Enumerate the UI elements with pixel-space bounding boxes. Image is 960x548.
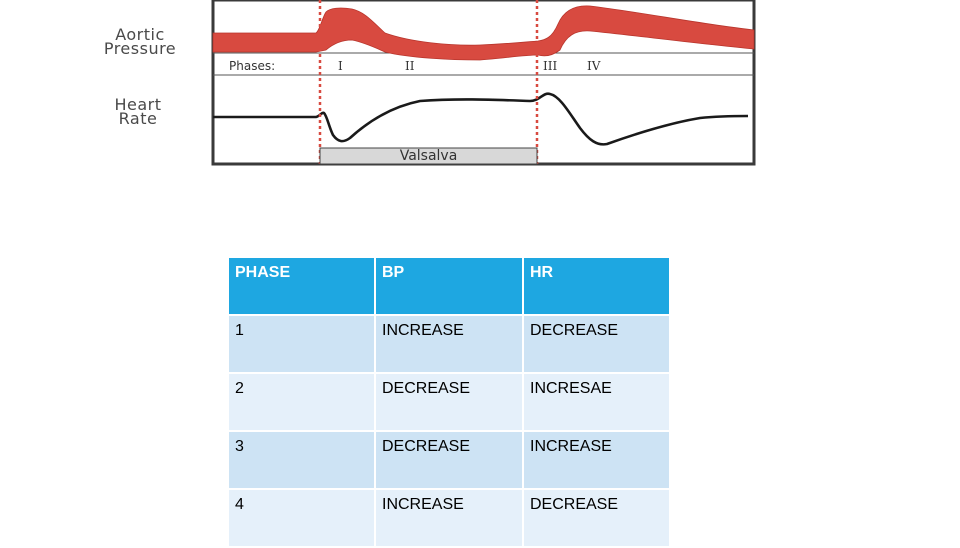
phase-label-3: III [543,59,558,73]
hr-label-line2: Rate [118,109,158,128]
table-row: 3 DECREASE INCREASE [227,430,671,490]
cell-hr: DECREASE [522,314,671,374]
heart-rate-trace [213,92,749,146]
cell-phase: 2 [227,372,376,432]
table-row: 4 INCREASE DECREASE [227,488,671,548]
cell-bp: INCREASE [374,314,524,374]
valsalva-diagram [211,0,756,166]
phases-title: Phases: [229,59,276,73]
phase-label-4: IV [587,59,601,73]
cell-hr: INCRESAE [522,372,671,432]
table-row: 1 INCREASE DECREASE [227,314,671,374]
phase-table: PHASE BP HR 1 INCREASE DECREASE 2 DECREA… [227,256,671,548]
aortic-pressure-band [212,5,755,61]
header-bp: BP [374,256,524,316]
phase-label-1: I [338,59,343,73]
cell-bp: DECREASE [374,430,524,490]
header-phase: PHASE [227,256,376,316]
valsalva-bar [319,147,538,165]
cell-phase: 4 [227,488,376,548]
cell-hr: INCREASE [522,430,671,490]
valsalva-label: Valsalva [399,148,458,164]
table-row: 2 DECREASE INCRESAE [227,372,671,432]
cell-phase: 1 [227,314,376,374]
heart-rate-label: Heart Rate [100,95,176,128]
cell-bp: INCREASE [374,488,524,548]
aortic-pressure-label: Aortic Pressure [82,25,198,58]
aortic-label-line2: Pressure [103,39,177,58]
hr-label-line1: Heart [114,95,162,114]
cell-phase: 3 [227,430,376,490]
phase-label-2: II [405,59,415,73]
aortic-label-line1: Aortic [115,25,165,44]
cell-hr: DECREASE [522,488,671,548]
header-hr: HR [522,256,671,316]
table-header-row: PHASE BP HR [227,256,671,316]
cell-bp: DECREASE [374,372,524,432]
